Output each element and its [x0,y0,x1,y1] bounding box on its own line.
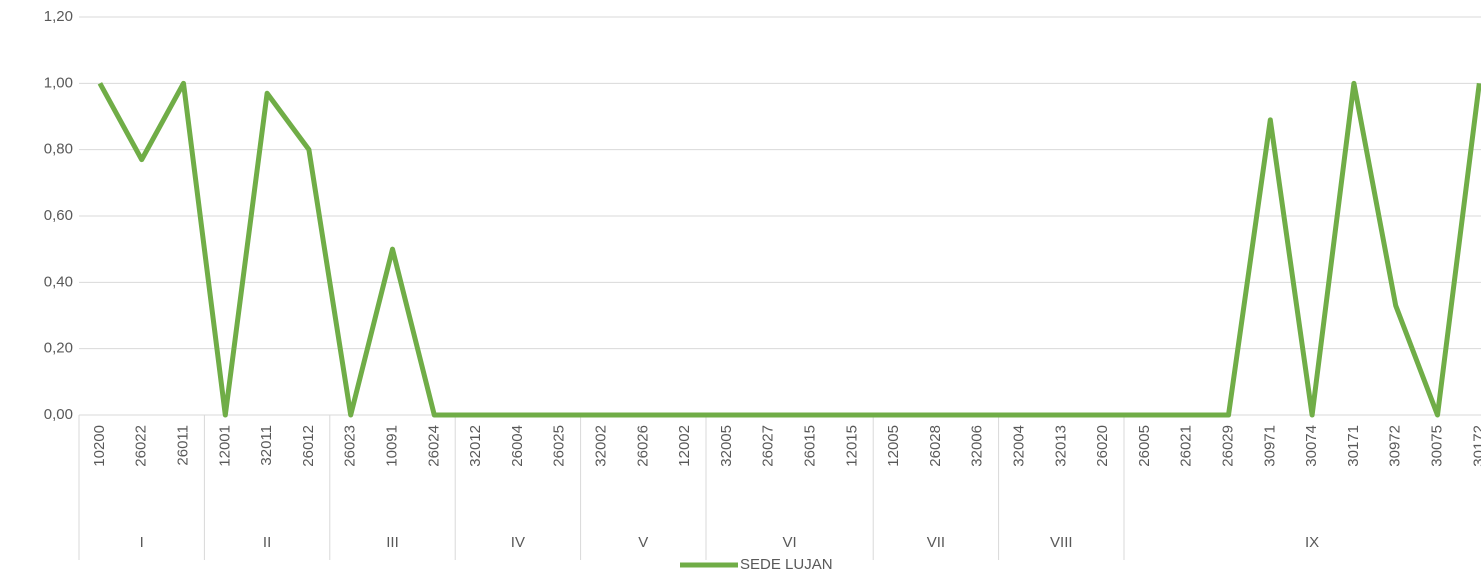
x-tick-label: 30971 [1261,425,1278,467]
x-tick-label: 12005 [885,425,902,467]
x-tick-label: 32011 [258,425,275,466]
x-tick-label: 26027 [760,425,777,467]
x-tick-label: 30171 [1345,425,1362,467]
x-tick-label: 26005 [1136,425,1153,467]
x-tick-label: 12015 [843,425,860,467]
y-tick-label: 0,80 [44,141,73,158]
group-label: II [263,534,271,551]
y-tick-label: 0,60 [44,207,73,224]
y-tick-label: 1,20 [44,8,73,25]
line-series [97,80,1481,418]
x-tick-label: 26028 [927,425,944,467]
group-label: I [140,534,144,551]
x-tick-label: 32012 [467,425,484,467]
x-tick-label: 26022 [133,425,150,467]
x-tick-label: 26012 [300,425,317,467]
x-tick-label: 10200 [91,425,108,467]
x-tick-label: 32013 [1052,425,1069,467]
x-tick-label: 32006 [969,425,986,467]
x-tick-label: 32005 [718,425,735,467]
x-tick-label: 26020 [1094,425,1111,467]
y-tick-label: 0,20 [44,340,73,357]
x-tick-label: 12002 [676,425,693,467]
x-tick-label: 26021 [1178,425,1195,467]
legend-label: SEDE LUJAN [740,556,833,573]
y-tick-label: 0,40 [44,273,73,290]
group-label: IX [1305,534,1319,551]
x-tick-label: 26004 [509,425,526,467]
x-tick-label: 30075 [1428,425,1445,467]
group-label: VIII [1050,534,1073,551]
x-tick-label: 26024 [425,425,442,467]
y-tick-label: 0,00 [44,406,73,423]
x-tick-label: 26015 [801,425,818,467]
x-tick-label: 32004 [1010,425,1027,467]
x-tick-label: 30172 [1470,425,1481,467]
x-tick-label: 30972 [1387,425,1404,467]
group-label: VII [927,534,945,551]
x-tick-label: 10091 [383,425,400,467]
x-tick-label: 26026 [634,425,651,467]
y-tick-label: 1,00 [44,74,73,91]
group-label: IV [511,534,525,551]
group-label: III [386,534,399,551]
x-tick-label: 30074 [1303,425,1320,467]
x-tick-label: 26029 [1219,425,1236,467]
x-tick-label: 26025 [551,425,568,467]
x-tick-label: 32002 [592,425,609,467]
x-tick-label: 12001 [216,425,233,467]
x-tick-label: 26011 [174,425,191,466]
group-label: VI [783,534,797,551]
x-tick-label: 26023 [342,425,359,467]
group-label: V [638,534,648,551]
